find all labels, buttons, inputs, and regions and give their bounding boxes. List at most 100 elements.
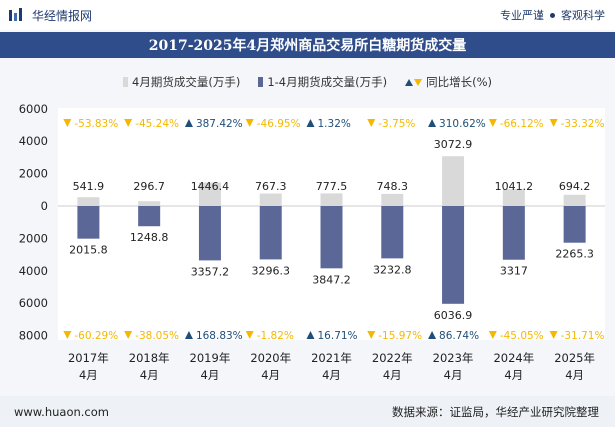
- footer-source: 数据来源：证监局，华经产业研究院整理: [392, 404, 599, 419]
- bar-monthly: [259, 193, 282, 206]
- yoy-monthly-label: -53.83%: [74, 118, 118, 130]
- up-arrow-icon: [428, 119, 437, 127]
- up-triangle-icon: [405, 78, 414, 86]
- legend: 4月期货成交量(万手) 1-4月期货成交量(万手) 同比增长(%): [0, 74, 615, 90]
- bar-monthly: [198, 182, 221, 206]
- legend-item-yoy[interactable]: 同比增长(%): [405, 74, 492, 90]
- yoy-cumulative-label: 168.83%: [196, 330, 243, 342]
- x-tick-label-year: 2020年: [250, 351, 291, 365]
- slogan-tag-1: 专业严谨: [500, 9, 544, 22]
- bar-cumulative: [442, 206, 465, 304]
- bar-monthly: [563, 194, 586, 206]
- up-arrow-icon: [184, 331, 193, 339]
- brand-logo-icon: [9, 8, 22, 21]
- data-label-monthly: 767.3: [255, 180, 287, 193]
- x-tick-label-year: 2024年: [493, 351, 534, 365]
- down-arrow-icon: [124, 331, 133, 339]
- data-label-cumulative: 3357.2: [191, 265, 230, 278]
- down-arrow-icon: [549, 331, 558, 339]
- yoy-monthly-label: -33.32%: [561, 118, 605, 130]
- x-tick-label-month: 4月: [383, 368, 402, 382]
- y-tick-label: 0: [41, 199, 48, 213]
- yoy-monthly-label: -46.95%: [257, 118, 301, 130]
- x-tick-label-month: 4月: [504, 368, 523, 382]
- data-label-monthly: 1041.2: [495, 180, 534, 193]
- yoy-cumulative-label: 86.74%: [439, 330, 479, 342]
- x-tick-label-month: 4月: [201, 368, 220, 382]
- x-tick-label-year: 2018年: [129, 351, 170, 365]
- legend-label-yoy: 同比增长(%): [426, 75, 492, 89]
- data-label-cumulative: 3232.8: [373, 263, 412, 276]
- down-triangle-icon: [414, 78, 423, 86]
- legend-item-monthly[interactable]: 4月期货成交量(万手): [123, 74, 240, 90]
- yoy-cumulative-label: -38.05%: [135, 330, 179, 342]
- data-label-monthly: 777.5: [316, 180, 348, 193]
- y-tick-label: 6000: [19, 296, 48, 310]
- bar-cumulative: [77, 206, 100, 239]
- x-tick-label-month: 4月: [140, 368, 159, 382]
- down-arrow-icon: [549, 119, 558, 127]
- y-tick-label: 8000: [19, 329, 48, 343]
- x-tick-label-month: 4月: [444, 368, 463, 382]
- brand-name: 华经情报网: [32, 8, 93, 23]
- yoy-cumulative-label: -60.29%: [74, 330, 118, 342]
- bar-monthly: [442, 156, 465, 206]
- bar-cumulative: [138, 206, 161, 227]
- data-label-monthly: 541.9: [73, 180, 105, 193]
- yoy-cumulative-label: -15.97%: [378, 330, 422, 342]
- x-tick-label-year: 2021年: [311, 351, 352, 365]
- data-label-monthly: 296.7: [133, 180, 165, 193]
- y-tick-label: 4000: [19, 134, 48, 148]
- data-label-monthly: 3072.9: [434, 138, 473, 151]
- yoy-monthly-label: -66.12%: [500, 118, 544, 130]
- bar-cumulative: [502, 206, 525, 260]
- down-arrow-icon: [63, 119, 72, 127]
- yoy-monthly-label: 310.62%: [439, 118, 486, 130]
- data-label-cumulative: 3296.3: [251, 264, 290, 277]
- up-arrow-icon: [306, 119, 315, 127]
- yoy-cumulative-label: -31.71%: [561, 330, 605, 342]
- bar-cumulative: [320, 206, 343, 269]
- x-tick-label-month: 4月: [565, 368, 584, 382]
- bar-monthly: [138, 201, 161, 206]
- down-arrow-icon: [367, 119, 376, 127]
- bar-monthly: [77, 197, 100, 206]
- chart-title-bar: 2017-2025年4月郑州商品交易所白糖期货成交量: [0, 32, 615, 58]
- down-arrow-icon: [245, 331, 254, 339]
- footer: www.huaon.com 数据来源：证监局，华经产业研究院整理: [0, 396, 615, 427]
- data-label-cumulative: 2015.8: [69, 244, 108, 257]
- bar-monthly: [502, 189, 525, 206]
- legend-swatch-cumulative: [258, 77, 264, 87]
- bar-cumulative: [563, 206, 586, 243]
- x-tick-label-month: 4月: [322, 368, 341, 382]
- down-arrow-icon: [63, 331, 72, 339]
- yoy-monthly-label: -3.75%: [378, 118, 415, 130]
- data-label-cumulative: 3317: [500, 265, 528, 278]
- down-arrow-icon: [488, 331, 497, 339]
- legend-item-cumulative[interactable]: 1-4月期货成交量(万手): [258, 74, 387, 90]
- footer-website[interactable]: www.huaon.com: [14, 404, 109, 419]
- y-tick-label: 2000: [19, 167, 48, 181]
- brand[interactable]: 华经情报网: [8, 7, 92, 24]
- x-tick-label-month: 4月: [79, 368, 98, 382]
- data-label-monthly: 694.2: [559, 180, 591, 193]
- x-tick-label-year: 2023年: [433, 351, 474, 365]
- down-arrow-icon: [488, 119, 497, 127]
- chart-title: 2017-2025年4月郑州商品交易所白糖期货成交量: [148, 38, 467, 54]
- data-label-cumulative: 1248.8: [130, 231, 169, 244]
- down-arrow-icon: [367, 331, 376, 339]
- x-tick-label-year: 2017年: [68, 351, 109, 365]
- legend-label-cumulative: 1-4月期货成交量(万手): [267, 75, 388, 89]
- yoy-monthly-label: -45.24%: [135, 118, 179, 130]
- yoy-monthly-label: 1.32%: [318, 118, 351, 130]
- yoy-cumulative-label: -1.82%: [257, 330, 294, 342]
- bar-monthly: [320, 193, 343, 206]
- data-label-monthly: 1446.4: [191, 180, 230, 193]
- down-arrow-icon: [245, 119, 254, 127]
- top-bar: 华经情报网 专业严谨 客观科学: [0, 0, 615, 30]
- bar-cumulative: [198, 206, 221, 261]
- data-label-cumulative: 3847.2: [312, 273, 351, 286]
- bar-monthly: [381, 193, 404, 206]
- legend-swatch-monthly: [123, 77, 129, 87]
